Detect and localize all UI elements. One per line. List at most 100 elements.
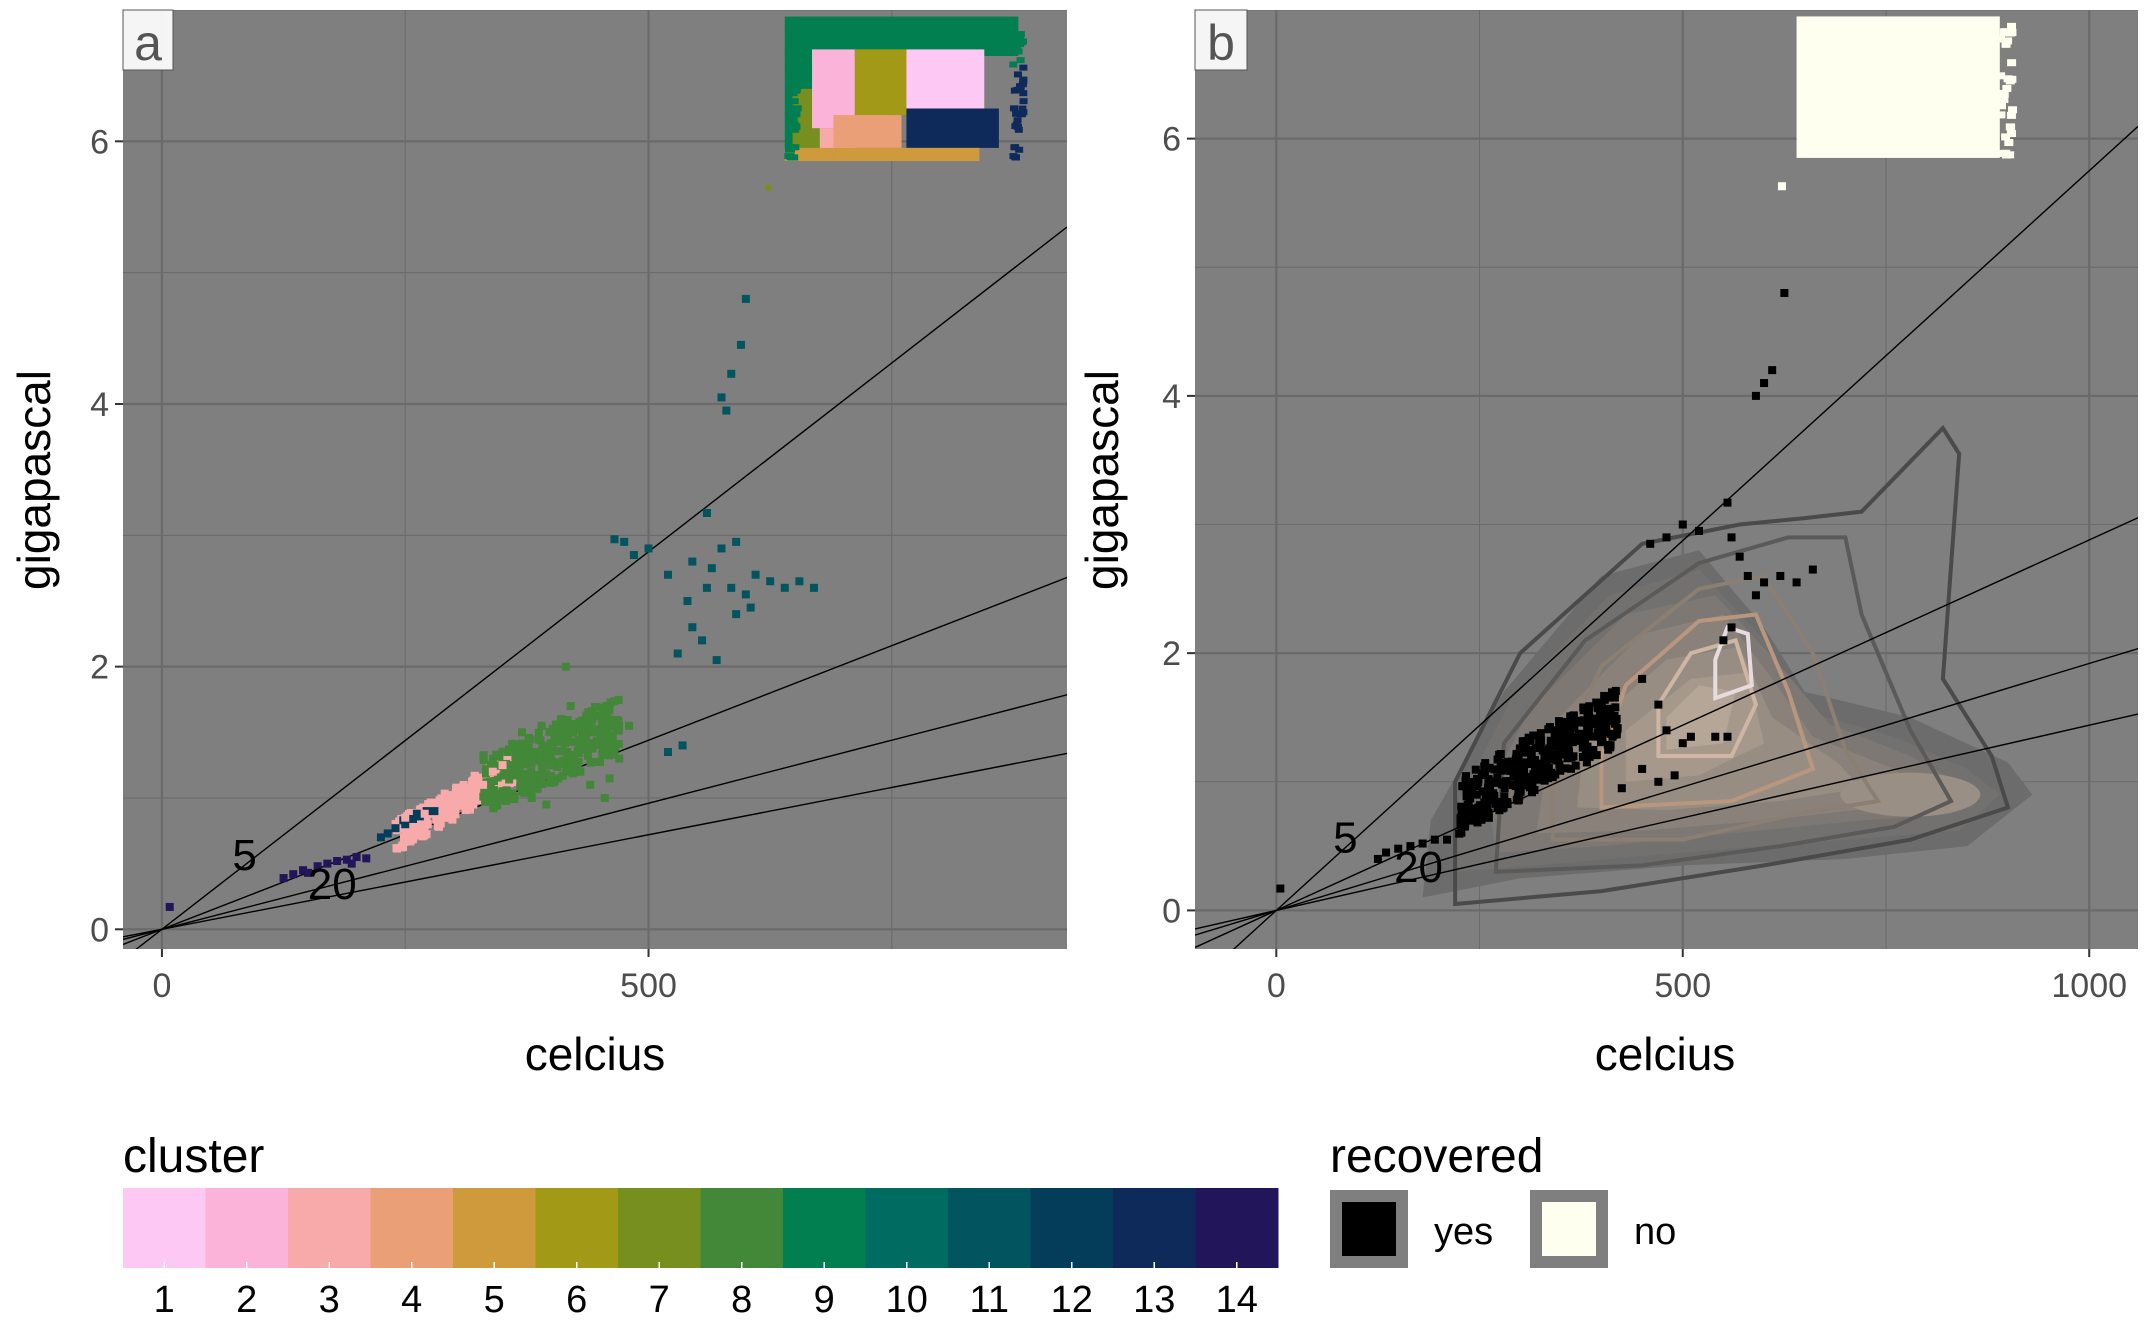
recovered-yes-point <box>1583 730 1592 739</box>
cluster-8-point <box>564 723 573 732</box>
reference-line <box>123 752 1067 938</box>
legend-cluster-label-7: 7 <box>649 1279 670 1320</box>
tick-label-x: 1000 <box>2051 967 2127 1005</box>
legend-cluster-swatch-3 <box>288 1188 371 1268</box>
cluster-12-point <box>412 809 421 818</box>
recovered-yes-point <box>1598 733 1607 742</box>
recovered-yes-point <box>1461 819 1470 828</box>
recovered-yes-point <box>1606 743 1615 752</box>
cluster-3-point <box>458 792 467 801</box>
recovered-yes-point <box>1638 764 1647 773</box>
density-contour-6 <box>1713 624 1754 701</box>
cluster-8-point <box>533 784 542 793</box>
recovered-yes-point <box>1678 739 1687 748</box>
cluster-8-point <box>598 750 607 759</box>
cluster-11-point <box>736 340 745 349</box>
recovered-yes-point <box>1547 754 1556 763</box>
recovered-yes-point <box>1617 784 1626 793</box>
legend-cluster-label-5: 5 <box>484 1279 505 1320</box>
recovered-yes-point <box>1418 839 1427 848</box>
cluster-3-point <box>414 830 423 839</box>
top-region-edge <box>1011 144 1020 151</box>
reference-line <box>135 226 1067 949</box>
top-region-edge <box>789 76 800 83</box>
recovered-yes-point <box>1468 788 1477 797</box>
recovered-yes-point <box>1529 731 1538 740</box>
cluster-8-point <box>546 761 555 770</box>
cluster-8-point <box>542 743 551 752</box>
cluster-8-point <box>512 749 521 758</box>
legend-cluster-swatch-8 <box>700 1188 784 1268</box>
cluster-3-point <box>479 780 488 789</box>
recovered-yes-point <box>1503 759 1512 768</box>
recovered-yes-point <box>1538 759 1547 768</box>
cluster-8-point <box>502 786 511 795</box>
cluster-11-point <box>727 583 736 592</box>
recovered-yes-point <box>1589 745 1598 754</box>
recovered-yes-point <box>1592 751 1601 760</box>
top-region-edge <box>786 154 797 161</box>
recovered-yes-point <box>1662 726 1671 735</box>
cluster-3-point <box>406 837 415 846</box>
cluster-8-point <box>559 726 568 735</box>
cluster-8-point <box>563 750 572 759</box>
top-region-edge <box>791 105 802 112</box>
recovered-yes-point <box>1560 728 1569 737</box>
recovered-yes-point <box>1585 752 1594 761</box>
recovered-yes-point <box>1567 733 1576 742</box>
recovered-yes-point <box>1478 787 1487 796</box>
legend-cluster-label-13: 13 <box>1133 1279 1175 1320</box>
cluster-8-point <box>554 733 563 742</box>
cluster-8-point <box>603 742 612 751</box>
recovered-yes-point <box>1394 844 1403 853</box>
cluster-8-point <box>614 695 623 704</box>
cluster-8-point <box>569 728 578 737</box>
cluster-8-point <box>489 754 498 763</box>
cluster-3-point <box>451 788 460 797</box>
cluster-3-point <box>420 809 429 818</box>
recovered-yes-point <box>1571 761 1580 770</box>
recovered-yes-point <box>1582 747 1591 756</box>
recovered-yes-point <box>1686 732 1695 741</box>
cluster-8-point <box>498 747 507 756</box>
recovered-yes-point <box>1555 760 1564 769</box>
top-region-edge <box>1009 105 1018 112</box>
recovered-yes-point <box>1536 742 1545 751</box>
recovered-yes-point <box>1654 777 1663 786</box>
tick-label-x: 0 <box>1267 967 1286 1005</box>
panel-b-xlabel: celcius <box>1595 1028 1736 1080</box>
tick-label-y: 4 <box>1162 378 1181 416</box>
cluster-8-point <box>498 756 507 765</box>
legend-cluster-swatch-6 <box>535 1188 619 1268</box>
recovered-yes-point <box>1567 753 1576 762</box>
recovered-yes-point <box>1695 526 1704 535</box>
cluster-8-point <box>593 728 602 737</box>
panel-a-points <box>165 294 818 911</box>
panel-a-label: a <box>134 15 162 71</box>
cluster-8-point <box>596 711 605 720</box>
tick-label-x: 0 <box>152 967 171 1005</box>
recovered-no-edge <box>1996 102 2006 110</box>
cluster-14-point <box>279 874 288 883</box>
recovered-yes-point <box>1592 714 1601 723</box>
cluster-8-point <box>563 716 572 725</box>
recovered-yes-point <box>1475 802 1484 811</box>
panel-a-annotation-20: 20 <box>308 860 357 909</box>
cluster-8-point <box>600 793 609 802</box>
recovered-yes-point <box>1550 730 1559 739</box>
recovered-yes-point <box>1526 760 1535 769</box>
cluster-8-point <box>486 790 495 799</box>
recovered-yes-point <box>1613 724 1622 733</box>
panel-a-background <box>123 10 1067 949</box>
legend-cluster-swatch-1 <box>123 1188 206 1268</box>
recovered-yes-point <box>1493 778 1502 787</box>
cluster-8-point <box>512 763 521 772</box>
tick-label-y: 6 <box>1162 121 1181 159</box>
recovered-yes-point <box>1520 748 1529 757</box>
cluster-11-point <box>717 393 726 402</box>
recovered-yes-point <box>1808 565 1817 574</box>
recovered-yes-point <box>1477 769 1486 778</box>
recovered-yes-point <box>1530 756 1539 765</box>
reference-line <box>123 694 1067 941</box>
cluster-12-point <box>391 824 400 833</box>
